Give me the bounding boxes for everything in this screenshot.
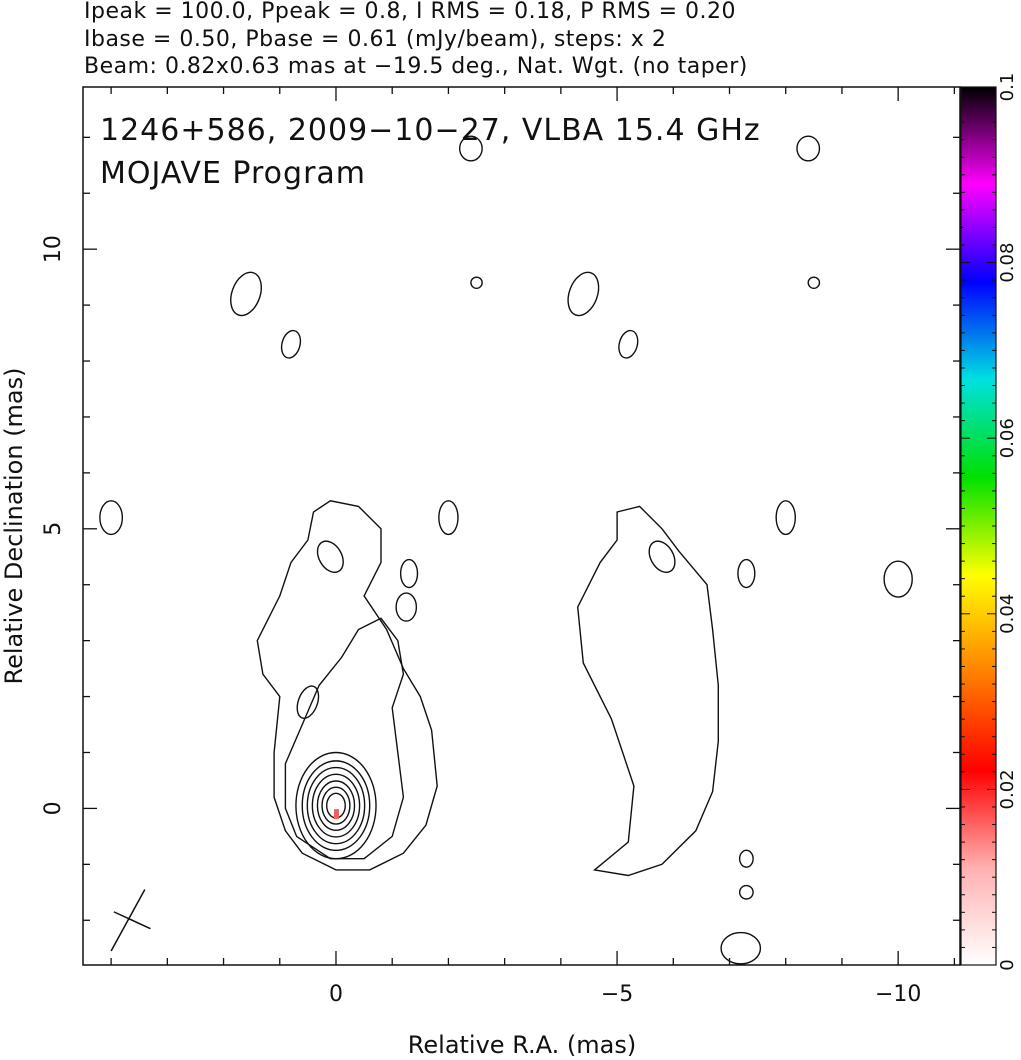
contour-lines <box>99 135 913 965</box>
contour-core-6 <box>321 786 351 825</box>
contour-core-4 <box>311 773 361 838</box>
colorbar <box>960 86 997 966</box>
header-line-3: Beam: 0.82x0.63 mas at −19.5 deg., Nat. … <box>84 54 748 79</box>
colorbar-tick-label: 0.08 <box>997 243 1018 283</box>
contour-island <box>470 276 483 290</box>
contour-island <box>99 500 124 536</box>
colorbar-tick-label: 0 <box>997 959 1018 970</box>
contour-island <box>458 135 483 162</box>
contour-core-2 <box>301 760 371 852</box>
contour-island <box>399 558 419 589</box>
axis-tick-labels: 0 −5 −10 0 5 10 <box>41 235 921 1007</box>
plot-title: 1246+586, 2009−10−27, VLBA 15.4 GHz <box>100 113 761 148</box>
contour-level-2 <box>284 617 405 860</box>
colorbar-tick-label: 0.1 <box>997 73 1018 102</box>
pol-contour-island <box>738 884 754 900</box>
x-tick-label: −10 <box>875 982 921 1007</box>
pol-contour-knot <box>648 540 676 574</box>
contour-outer <box>256 500 438 871</box>
y-tick-label: 10 <box>41 235 66 263</box>
x-tick-label: 0 <box>329 982 343 1007</box>
contour-core-3 <box>306 766 366 845</box>
header-line-1: Ipeak = 100.0, Ppeak = 0.8, I RMS = 0.18… <box>84 0 736 24</box>
pol-contour-island <box>807 276 821 290</box>
y-axis-label: Relative Declination (mas) <box>0 367 28 684</box>
x-tick-label: −5 <box>601 982 633 1007</box>
colorbar-tick-label: 0.02 <box>997 769 1018 809</box>
pol-contour-island <box>567 271 600 317</box>
colorbar-tick-label: 0.06 <box>997 418 1018 458</box>
colorbar-ticks: 0 0.02 0.04 0.06 0.08 0.1 <box>961 73 1018 971</box>
contour-core-1 <box>295 751 377 860</box>
contour-island <box>438 500 459 536</box>
contour-knot <box>395 592 418 622</box>
axis-ticks <box>83 87 960 965</box>
colorbar-tick-label: 0.04 <box>997 594 1018 634</box>
pol-contour-island <box>775 500 796 536</box>
pol-contour-island <box>796 135 821 162</box>
header-line-2: Ibase = 0.50, Pbase = 0.61 (mJy/beam), s… <box>84 27 666 52</box>
pol-contour-island <box>720 931 762 965</box>
contour-knot <box>316 540 344 574</box>
contour-island <box>280 329 302 359</box>
beam-major-axis <box>110 889 146 952</box>
plot-frame <box>82 86 961 966</box>
x-axis-label: Relative R.A. (mas) <box>408 1031 636 1059</box>
pol-contour-outer <box>576 505 719 877</box>
pol-contour-island <box>737 558 756 589</box>
contour-knot <box>296 685 320 719</box>
y-tick-label: 0 <box>41 801 66 815</box>
colorbar-gradient <box>960 86 997 966</box>
pol-contour-island <box>618 329 639 359</box>
y-tick-label: 5 <box>41 522 66 536</box>
core-peak-marker <box>333 809 339 820</box>
contour-island <box>230 271 262 317</box>
plot-subtitle: MOJAVE Program <box>100 156 366 191</box>
contour-core-5 <box>316 780 356 831</box>
beam-minor-axis <box>113 911 151 930</box>
pol-contour-island <box>883 560 913 598</box>
pol-contour-island <box>738 849 754 868</box>
